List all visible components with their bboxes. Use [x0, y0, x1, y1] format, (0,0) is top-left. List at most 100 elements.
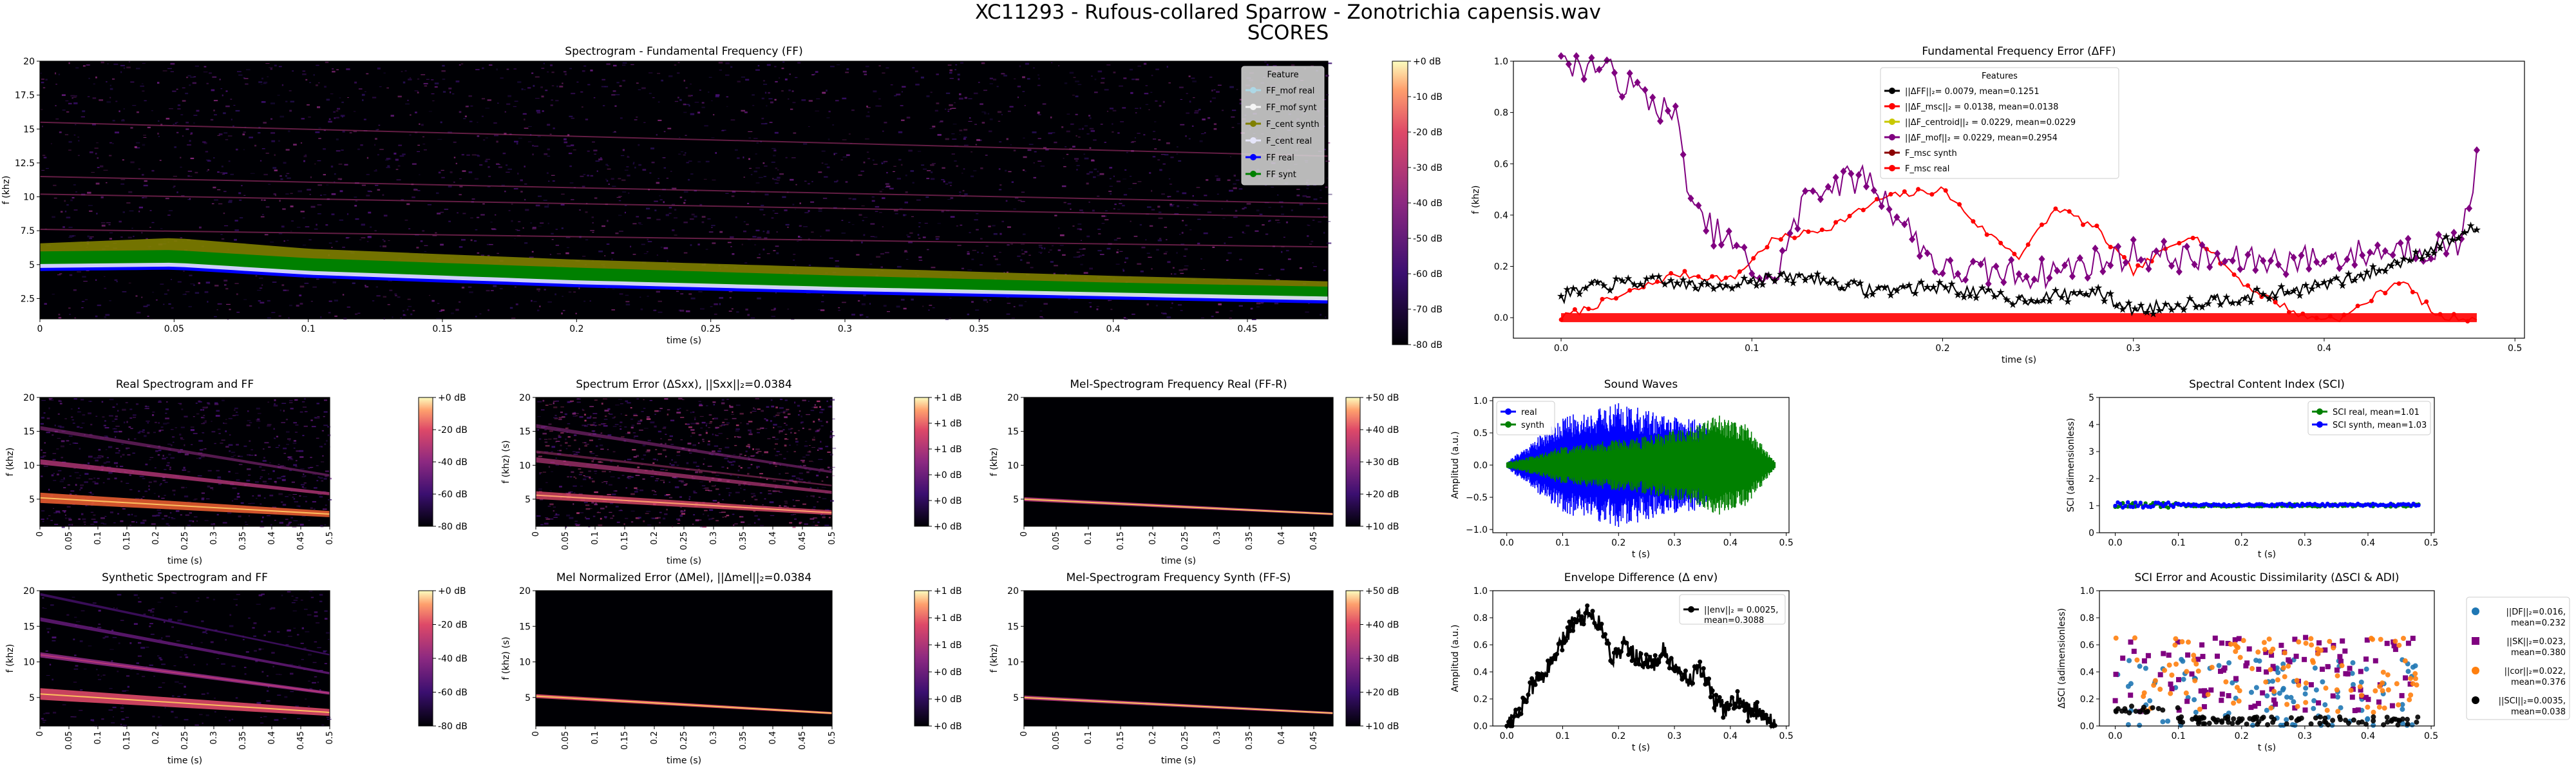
spectrogram-noise: [1166, 66, 1168, 68]
spectrogram-noise: [726, 398, 729, 400]
spectrogram-noise: [743, 230, 746, 233]
spectrogram-noise: [988, 225, 991, 227]
spectrogram-noise: [754, 408, 756, 410]
spectrogram-noise: [316, 437, 319, 439]
x-tick-label: 0.3: [709, 531, 719, 545]
colorbar-label: +10 dB: [1365, 522, 1399, 532]
legend-marker: [1889, 103, 1895, 110]
spectrogram-noise: [590, 415, 592, 418]
spectrogram-noise: [998, 120, 1001, 122]
spectrogram-noise: [128, 438, 129, 441]
spectrogram-noise: [721, 424, 726, 426]
spectrogram-noise: [94, 482, 99, 484]
colorbar-label: -30 dB: [1413, 163, 1443, 173]
spectrogram-noise: [671, 464, 675, 466]
spectrogram-noise: [1018, 200, 1022, 202]
spectrogram-noise: [287, 240, 289, 241]
spectrogram-noise: [268, 478, 272, 480]
spectrogram-noise: [632, 223, 637, 225]
spectrogram-noise: [1182, 220, 1184, 222]
colorbar-label: +30 dB: [1365, 457, 1399, 468]
spectrogram-noise: [726, 438, 729, 439]
marker-dfmof: [2099, 267, 2107, 276]
spectrogram-noise: [180, 514, 182, 516]
spectrogram-noise: [1094, 168, 1097, 170]
spectrogram-noise: [82, 414, 86, 416]
spectrogram-noise: [275, 447, 279, 448]
spectrogram-noise: [739, 516, 744, 518]
marker-dff: ★: [1569, 282, 1578, 294]
y-tick-label: 0.2: [1494, 262, 1508, 272]
spectrogram-noise: [530, 222, 533, 224]
spectrogram-noise: [945, 183, 949, 185]
spectrogram-noise: [1026, 262, 1030, 264]
marker-dfmsc: [2327, 314, 2333, 319]
spectrogram-noise: [135, 295, 138, 297]
spectrogram-noise: [756, 467, 758, 469]
spectrogram-noise: [622, 79, 625, 82]
spectrogram-noise: [627, 475, 632, 477]
colorbar-label: -80 dB: [1413, 340, 1443, 350]
spectrogram-noise: [697, 160, 701, 163]
spectrogram-noise: [639, 489, 643, 491]
spectrogram-noise: [604, 516, 607, 518]
spectrogram-noise: [583, 65, 587, 67]
spectrogram-noise: [80, 399, 84, 401]
spectrogram-noise: [764, 237, 768, 239]
spectrogram-noise: [665, 469, 668, 472]
spectrogram-noise: [864, 73, 867, 75]
spectrogram-noise: [622, 149, 625, 151]
marker-dfmof: [2282, 270, 2289, 278]
spectrogram-noise: [129, 524, 132, 526]
spectrogram-noise: [656, 410, 661, 412]
spectrogram-noise: [1151, 75, 1153, 77]
spectrogram-noise: [802, 464, 806, 466]
marker-dfmof: [1672, 102, 1679, 110]
spectrogram-noise: [761, 204, 764, 206]
spectrogram-noise: [812, 461, 814, 463]
spectrogram-noise: [773, 307, 776, 310]
marker-dfmof: [2221, 257, 2228, 265]
spectrogram-noise: [698, 471, 703, 473]
spectrogram-noise: [789, 444, 791, 446]
spectrogram-noise: [335, 240, 338, 242]
spectrogram-noise: [281, 284, 285, 287]
spectrogram-noise: [910, 170, 914, 172]
spectrogram-noise: [790, 108, 793, 110]
spectrogram-noise: [1097, 70, 1103, 73]
spectrogram-noise: [665, 434, 667, 435]
spectrogram-noise: [574, 520, 578, 522]
spectrogram-noise: [618, 196, 622, 197]
spectrogram-noise: [773, 149, 777, 151]
marker-dfmof: [1893, 213, 1900, 222]
spectrogram-noise: [545, 518, 550, 520]
spectrogram-noise: [506, 103, 511, 105]
marker-dff: ★: [2441, 230, 2450, 242]
spectrogram-noise: [120, 236, 123, 238]
spectrogram-noise: [657, 517, 661, 519]
spectrogram-noise: [634, 119, 638, 120]
spectrogram-noise: [797, 430, 800, 432]
spectrogram-noise: [105, 436, 109, 437]
spectrogram-noise: [279, 115, 285, 118]
spectrogram-noise: [302, 435, 305, 437]
spectrogram-noise: [532, 153, 534, 156]
spectrogram-noise: [151, 169, 155, 172]
spectrogram-noise: [978, 82, 980, 83]
spectrogram-noise: [658, 178, 659, 179]
spectrogram-noise: [810, 518, 815, 520]
marker-dff: ★: [1690, 282, 1700, 294]
spectrogram-noise: [558, 436, 562, 438]
real-spectrogram-colorbar: +0 dB-20 dB-40 dB-60 dB-80 dB: [418, 393, 468, 532]
spectrogram-noise: [292, 442, 297, 444]
spectrogram-noise: [781, 90, 784, 92]
spectrogram-noise: [181, 195, 185, 196]
spectrogram-noise: [140, 522, 145, 524]
spectrogram-noise: [582, 256, 586, 257]
spectrogram-noise: [414, 90, 419, 91]
spectrogram-noise: [820, 513, 822, 516]
spectrogram-noise: [583, 300, 586, 302]
marker-dfmsc: [1654, 279, 1660, 284]
spectrogram-noise: [1075, 95, 1079, 97]
spectrogram-noise: [1092, 209, 1095, 212]
